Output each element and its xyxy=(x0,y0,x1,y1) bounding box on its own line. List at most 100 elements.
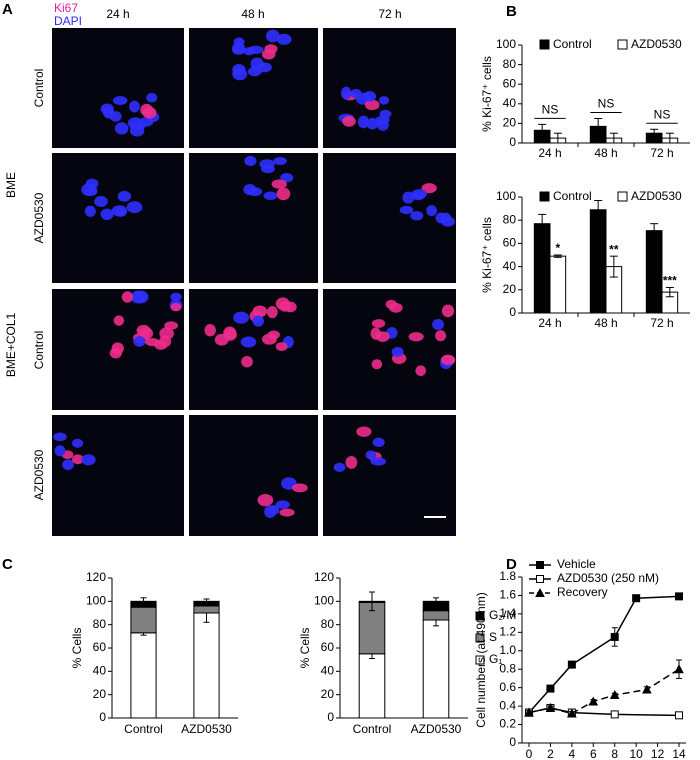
error-bar xyxy=(538,213,547,234)
nucleus xyxy=(265,29,280,43)
marker xyxy=(588,696,599,706)
legend-swatch xyxy=(617,191,628,202)
nucleus xyxy=(113,315,125,326)
x-tick-label: AZD0530 xyxy=(181,722,232,736)
nucleus xyxy=(94,196,108,208)
legend-swatch xyxy=(475,655,485,665)
legend-swatch xyxy=(475,633,485,643)
nucleus xyxy=(435,330,447,342)
legend-label: Control xyxy=(553,189,592,203)
micrograph xyxy=(323,415,456,536)
nucleus xyxy=(71,454,84,465)
x-tick-label: 72 h xyxy=(650,316,673,330)
y-tick-label: 100 xyxy=(86,594,106,608)
bar-segment xyxy=(130,632,157,719)
nucleus xyxy=(370,457,387,466)
y-tick-label: 20 xyxy=(503,282,517,296)
marker xyxy=(610,710,619,719)
error-bar xyxy=(650,223,659,239)
nucleus xyxy=(366,117,379,130)
nucleus xyxy=(342,115,356,127)
nucleus xyxy=(247,45,264,55)
y-tick-label: 1.2 xyxy=(499,625,516,639)
bar-segment xyxy=(358,653,386,719)
y-axis-label: % Ki-67⁺ cells xyxy=(480,56,494,132)
nucleus xyxy=(377,119,389,131)
marker xyxy=(632,594,641,603)
panel-letter: A xyxy=(2,1,13,18)
group-label: BME xyxy=(4,172,18,198)
nucleus xyxy=(267,330,280,340)
x-tick-label: 4 xyxy=(569,747,576,760)
micrograph xyxy=(323,28,456,148)
bar xyxy=(533,223,551,314)
marker xyxy=(642,684,652,694)
error-bar xyxy=(433,597,439,606)
error-bar xyxy=(538,123,547,137)
nucleus xyxy=(441,304,455,318)
marker xyxy=(536,575,544,583)
nucleus xyxy=(112,95,128,105)
nucleus xyxy=(363,91,377,102)
nucleus xyxy=(375,331,390,342)
row-label: Control xyxy=(32,331,46,370)
nucleus xyxy=(410,210,424,221)
nucleus xyxy=(252,315,265,327)
y-tick-label: 100 xyxy=(496,37,516,51)
row-label: Control xyxy=(32,69,46,108)
nucleus xyxy=(241,355,253,368)
nucleus xyxy=(109,347,122,359)
annotation: ** xyxy=(609,242,619,256)
y-tick-label: 40 xyxy=(93,664,107,678)
nucleus xyxy=(81,454,96,466)
nucleus xyxy=(415,365,427,377)
nucleus xyxy=(378,96,390,105)
nucleus xyxy=(117,190,132,202)
error-bar xyxy=(650,128,659,138)
time-label: 48 h xyxy=(241,7,264,21)
y-tick-label: 40 xyxy=(503,96,517,110)
nucleus xyxy=(114,122,129,135)
x-tick-label: 24 h xyxy=(538,316,561,330)
micrograph xyxy=(52,153,184,283)
y-tick-label: 80 xyxy=(503,212,517,226)
marker xyxy=(609,689,620,700)
y-tick-label: 40 xyxy=(321,664,335,678)
y-tick-label: 0 xyxy=(99,710,106,724)
stain-label: Ki67 xyxy=(54,1,78,15)
nucleus xyxy=(379,109,392,119)
nucleus xyxy=(440,355,456,365)
y-tick-label: 1.8 xyxy=(499,569,516,583)
bar xyxy=(589,209,607,314)
nucleus xyxy=(357,115,370,129)
error-bar xyxy=(369,591,375,612)
legend-label: G₂/M xyxy=(489,608,516,622)
nucleus xyxy=(276,187,291,201)
legend-swatch xyxy=(617,39,628,50)
legend-label: Vehicle xyxy=(557,557,596,571)
nucleus xyxy=(275,342,288,352)
line xyxy=(528,595,680,714)
x-tick-label: 48 h xyxy=(594,316,617,330)
y-axis-label: % Ki-67⁺ cells xyxy=(480,217,494,293)
nucleus xyxy=(233,311,250,324)
error-bar xyxy=(665,132,674,144)
nucleus xyxy=(136,324,151,336)
y-tick-label: 0.8 xyxy=(499,661,516,675)
error-bar xyxy=(140,597,147,606)
nucleus xyxy=(71,438,84,448)
annotation: *** xyxy=(663,274,677,288)
nucleus xyxy=(271,179,287,189)
nucleus xyxy=(371,319,386,328)
marker xyxy=(524,707,534,717)
bar-segment xyxy=(422,610,450,621)
error-bar xyxy=(203,598,210,605)
nucleus xyxy=(356,426,372,437)
marker xyxy=(675,592,683,601)
nucleus xyxy=(269,505,280,515)
nucleus xyxy=(280,173,294,183)
nucleus xyxy=(257,493,274,507)
micrograph xyxy=(189,153,318,283)
x-tick-label: 24 h xyxy=(538,146,561,160)
